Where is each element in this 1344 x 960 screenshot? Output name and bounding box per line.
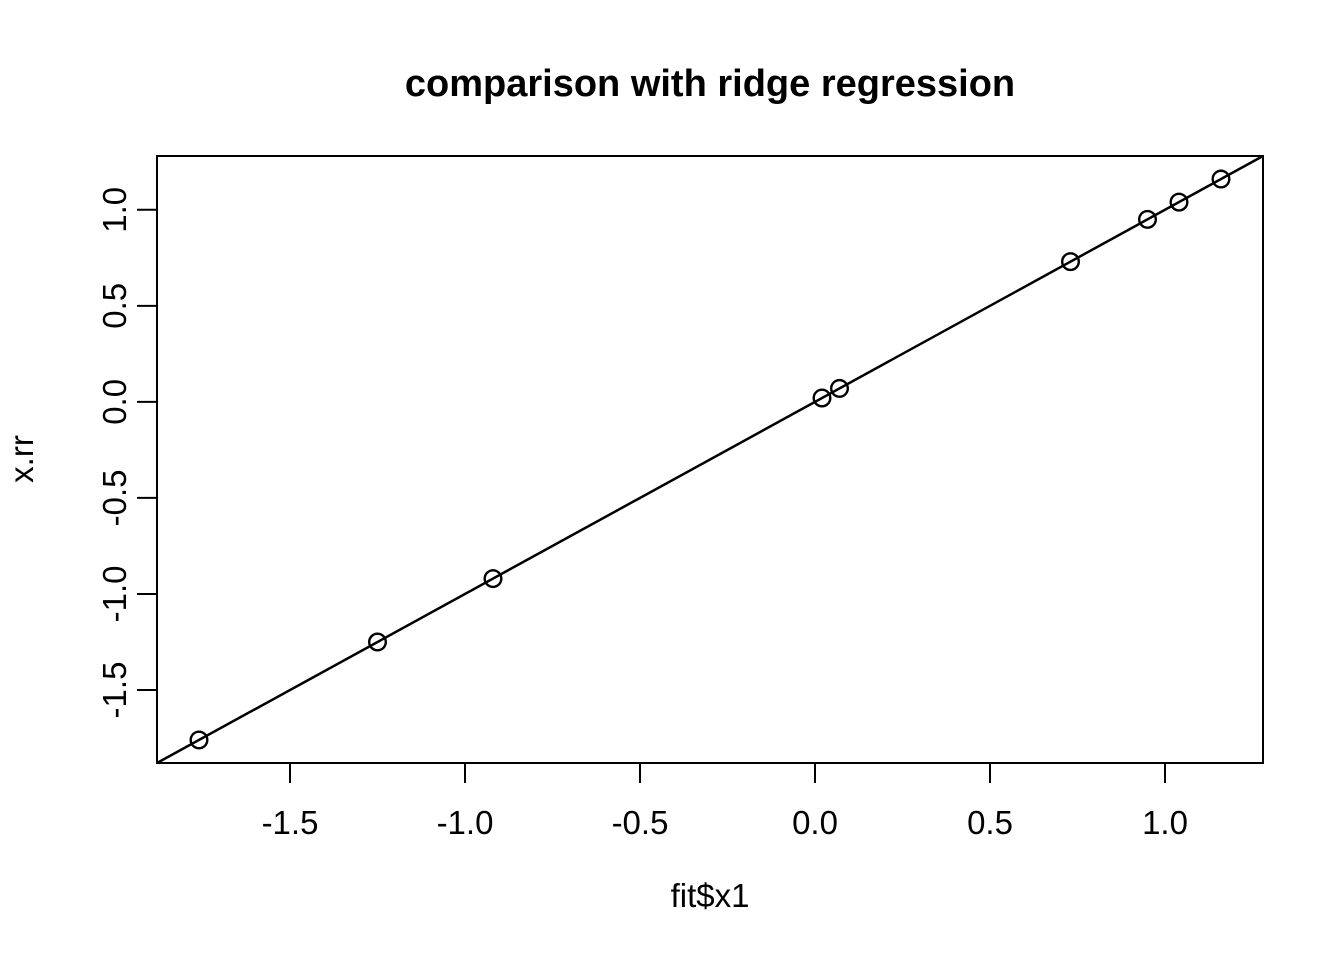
- data-point: [830, 378, 850, 398]
- x-tick-label: -0.5: [612, 804, 669, 841]
- data-point: [1060, 252, 1080, 272]
- x-tick-label: 0.5: [967, 804, 1013, 841]
- y-tick-label: -0.5: [96, 469, 133, 526]
- y-tick-label: 1.0: [96, 187, 133, 233]
- y-axis-label: x.rr: [3, 435, 40, 483]
- data-points: [189, 169, 1231, 750]
- x-tick-label: 0.0: [792, 804, 838, 841]
- y-tick-label: -1.5: [96, 662, 133, 719]
- y-tick-label: -1.0: [96, 566, 133, 623]
- y-tick-label: 0.5: [96, 283, 133, 329]
- data-point: [1211, 169, 1231, 189]
- data-point: [483, 569, 503, 589]
- y-tick-label: 0.0: [96, 379, 133, 425]
- data-point: [189, 730, 209, 750]
- y-axis: -1.5 -1.0 -0.5 0.0 0.5 1.0: [96, 187, 157, 719]
- x-axis: -1.5 -1.0 -0.5 0.0 0.5 1.0: [262, 763, 1188, 841]
- data-point: [1169, 192, 1189, 212]
- x-tick-label: -1.0: [437, 804, 494, 841]
- data-point: [812, 388, 832, 408]
- x-axis-label: fit$x1: [671, 877, 750, 914]
- data-point: [368, 632, 388, 652]
- data-point: [1137, 209, 1157, 229]
- x-tick-label: 1.0: [1142, 804, 1188, 841]
- plot-box: [156, 155, 1264, 764]
- chart-title: comparison with ridge regression: [405, 63, 1015, 105]
- x-tick-label: -1.5: [262, 804, 319, 841]
- identity-line: [156, 154, 1264, 765]
